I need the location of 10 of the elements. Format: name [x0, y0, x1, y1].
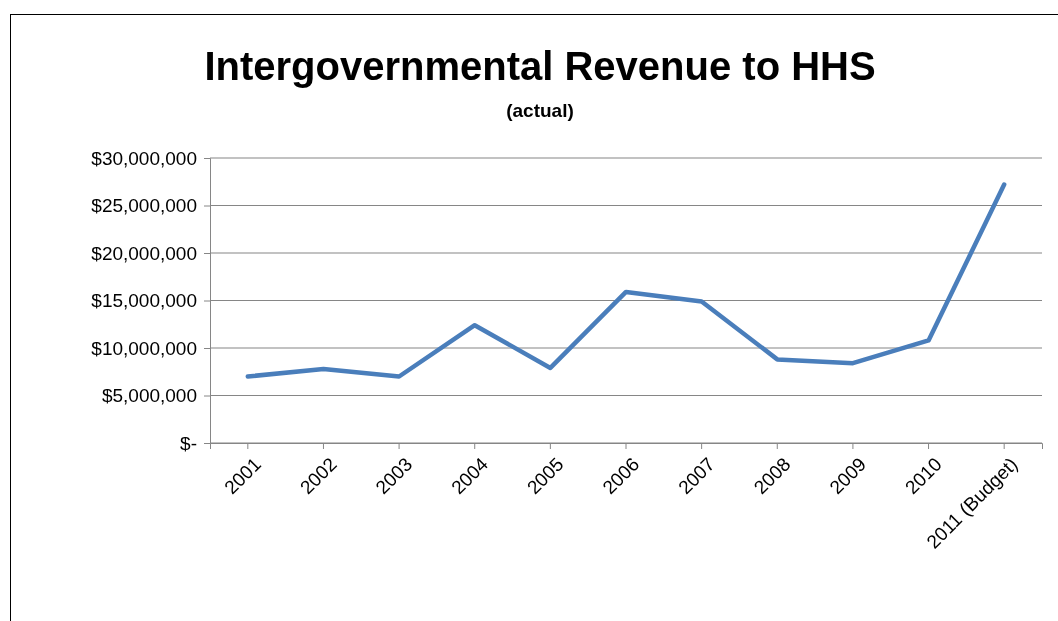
chart-title: Intergovernmental Revenue to HHS: [204, 44, 876, 88]
y-tick-label: $-: [180, 432, 197, 454]
y-tick-label: $15,000,000: [91, 290, 197, 312]
y-tick-label: $5,000,000: [101, 385, 197, 407]
y-tick-label: $20,000,000: [91, 242, 197, 264]
line-series: [245, 182, 1007, 379]
chart-subtitle: (actual): [506, 100, 574, 121]
y-tick-label: $10,000,000: [91, 337, 197, 359]
y-tick-label: $25,000,000: [91, 195, 197, 217]
y-tick-label: $30,000,000: [91, 147, 197, 169]
